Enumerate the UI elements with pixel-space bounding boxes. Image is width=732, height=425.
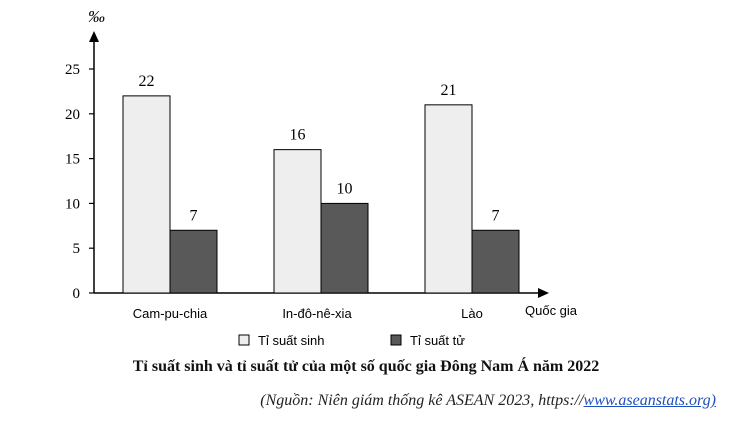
x-tick-label: Cam-pu-chia	[133, 306, 208, 321]
legend-label: Tỉ suất tử	[410, 333, 465, 348]
legend-swatch	[238, 334, 250, 346]
bar-birth-1	[273, 149, 322, 294]
y-tick-label: 0	[73, 286, 81, 302]
bar-birth-2	[424, 104, 473, 294]
legend-swatch	[390, 334, 402, 346]
y-axis-label: ‰	[88, 7, 105, 26]
bar-death-2	[471, 229, 520, 294]
data-label: 21	[441, 82, 457, 99]
bars: 22 7 16 10 21 7	[122, 73, 520, 294]
chart-caption: Tỉ suất sinh và tỉ suất tử của một số qu…	[132, 358, 600, 375]
y-tick-label: 5	[73, 241, 81, 257]
bar-birth-0	[122, 95, 171, 294]
x-axis-label: Quốc gia	[525, 303, 578, 318]
y-axis-arrow	[89, 31, 99, 42]
data-label: 7	[190, 207, 198, 224]
data-label: 7	[492, 207, 500, 224]
data-label: 10	[337, 180, 353, 197]
x-tick-label: Lào	[461, 306, 483, 321]
bar-death-0	[169, 229, 218, 294]
source-note: (Nguồn: Niên giám thống kê ASEAN 2023, h…	[260, 392, 716, 410]
source-link[interactable]: www.aseanstats.org)	[583, 392, 716, 409]
y-ticks: 0 5 10 15 20 25	[65, 62, 94, 302]
y-tick-label: 15	[65, 152, 80, 168]
y-tick-label: 20	[65, 107, 80, 123]
source-text: (Nguồn: Niên giám thống kê ASEAN 2023, h…	[260, 392, 584, 409]
legend: Tỉ suất sinh Tỉ suất tử	[238, 333, 465, 348]
y-tick-label: 10	[65, 196, 80, 212]
x-tick-label: In-đô-nê-xia	[282, 306, 352, 321]
x-tick-labels: Cam-pu-chia In-đô-nê-xia Lào	[133, 306, 483, 321]
y-tick-label: 25	[65, 62, 80, 78]
data-label: 16	[290, 127, 306, 144]
bar-chart: ‰ Quốc gia 0 5 10 15 20 25 22 7 16 10 21 7 Cam-pu-…	[65, 7, 578, 348]
bar-death-1	[320, 202, 369, 294]
legend-label: Tỉ suất sinh	[258, 333, 324, 348]
data-label: 22	[139, 73, 155, 90]
x-axis-arrow	[538, 288, 549, 298]
